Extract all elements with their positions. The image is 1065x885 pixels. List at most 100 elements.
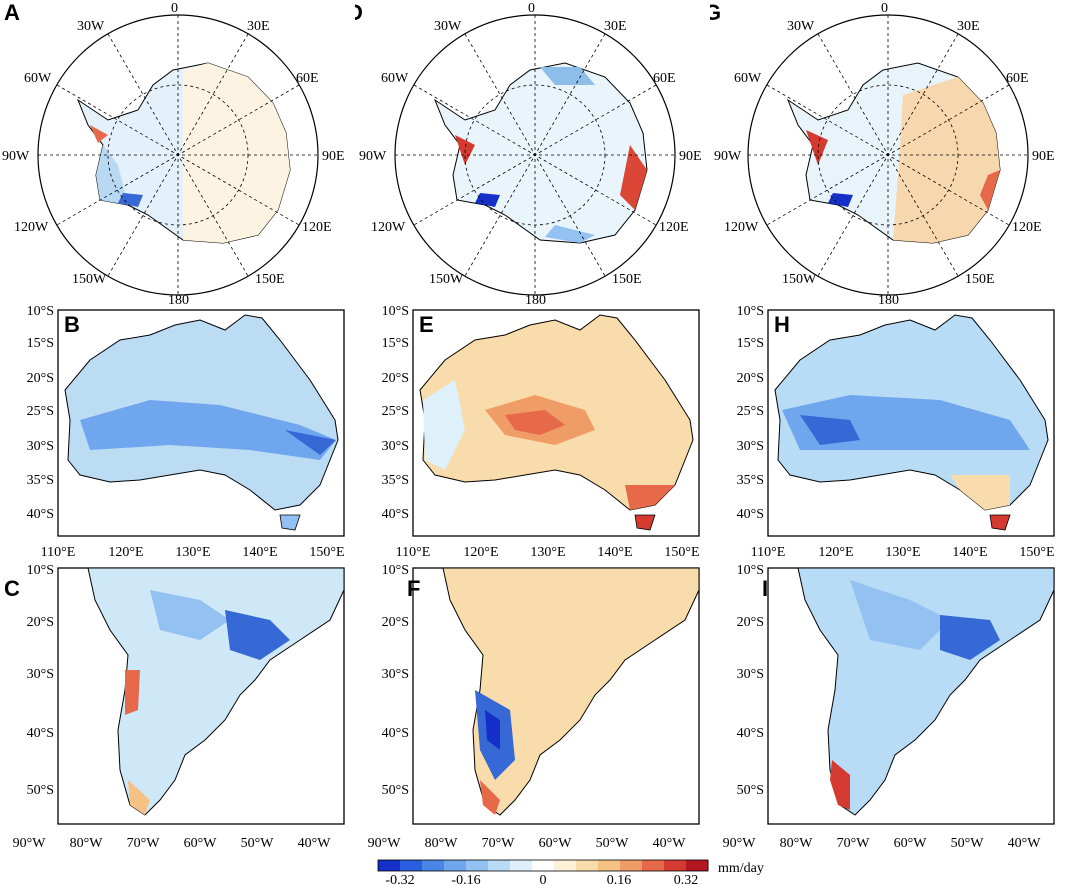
colorbar-swatch	[378, 860, 401, 871]
colorbar-swatch	[598, 860, 621, 871]
svg-text:150E: 150E	[612, 272, 642, 287]
panel-label-e: E	[419, 312, 434, 337]
polar-map-g: G 0 30E 60E 90E 120E 150E 180 150W 120W …	[710, 0, 1055, 305]
svg-text:10°S: 10°S	[737, 304, 764, 319]
svg-text:90E: 90E	[1032, 149, 1055, 164]
svg-text:30W: 30W	[77, 19, 105, 34]
colorbar-swatch	[444, 860, 467, 871]
colorbar-swatch	[664, 860, 687, 871]
svg-text:25°S: 25°S	[737, 404, 764, 419]
australia-map-e: E 10°S 15°S 20°S 25°S 30°S 35°S 40°S 110…	[382, 304, 700, 560]
svg-text:15°S: 15°S	[382, 336, 409, 351]
svg-text:150°E: 150°E	[309, 545, 344, 560]
svg-text:140°E: 140°E	[597, 545, 632, 560]
svg-text:25°S: 25°S	[27, 404, 54, 419]
svg-text:20°S: 20°S	[737, 615, 764, 630]
svg-text:150E: 150E	[255, 272, 285, 287]
colorbar-swatch	[488, 860, 511, 871]
svg-text:90W: 90W	[359, 149, 387, 164]
svg-text:0.32: 0.32	[674, 873, 699, 885]
svg-text:110°E: 110°E	[751, 545, 786, 560]
svg-text:90E: 90E	[679, 149, 702, 164]
colorbar-unit: mm/day	[718, 861, 764, 876]
svg-text:30E: 30E	[604, 19, 627, 34]
svg-text:50°S: 50°S	[382, 783, 409, 798]
australia-map-h: H 10°S 15°S 20°S 25°S 30°S 35°S 40°S 110…	[737, 304, 1055, 560]
svg-text:70°W: 70°W	[482, 836, 516, 851]
svg-text:20°S: 20°S	[737, 371, 764, 386]
svg-text:30°S: 30°S	[382, 667, 409, 682]
svg-text:50°S: 50°S	[737, 783, 764, 798]
svg-text:120°E: 120°E	[108, 545, 143, 560]
panel-label-d: D	[355, 0, 363, 25]
svg-text:130°E: 130°E	[530, 545, 565, 560]
svg-text:15°S: 15°S	[737, 336, 764, 351]
colorbar-swatch	[422, 860, 445, 871]
svg-text:50°W: 50°W	[241, 836, 275, 851]
svg-text:10°S: 10°S	[27, 563, 54, 578]
colorbar-swatch	[510, 860, 533, 871]
svg-text:30°S: 30°S	[382, 439, 409, 454]
svg-text:35°S: 35°S	[27, 473, 54, 488]
colorbar-swatch	[686, 860, 709, 871]
svg-text:60°W: 60°W	[539, 836, 573, 851]
svg-text:130°E: 130°E	[885, 545, 920, 560]
svg-text:90°W: 90°W	[368, 836, 402, 851]
svg-text:70°W: 70°W	[837, 836, 871, 851]
svg-text:40°S: 40°S	[27, 726, 54, 741]
svg-text:40°W: 40°W	[1008, 836, 1042, 851]
svg-text:90°W: 90°W	[723, 836, 757, 851]
svg-text:30E: 30E	[247, 19, 270, 34]
colorbar: -0.32 -0.16 0 0.16 0.32 mm/day	[377, 859, 764, 885]
svg-text:40°S: 40°S	[737, 726, 764, 741]
svg-text:120E: 120E	[302, 220, 332, 235]
svg-text:120°E: 120°E	[463, 545, 498, 560]
svg-text:-0.32: -0.32	[385, 873, 414, 885]
colorbar-swatch	[532, 860, 555, 871]
svg-text:40°W: 40°W	[298, 836, 332, 851]
panel-label-i: I	[762, 576, 768, 601]
svg-text:30°S: 30°S	[27, 667, 54, 682]
svg-text:30°S: 30°S	[737, 439, 764, 454]
panel-label-f: F	[407, 576, 420, 601]
svg-text:110°E: 110°E	[41, 545, 76, 560]
svg-text:180: 180	[878, 293, 899, 305]
svg-text:150°E: 150°E	[1019, 545, 1054, 560]
svg-text:30°S: 30°S	[27, 439, 54, 454]
svg-text:90°W: 90°W	[13, 836, 47, 851]
svg-text:60W: 60W	[734, 71, 762, 86]
polar-map-a: A 0 30E 60E 90E 120E 150E 180 150W 120W …	[2, 0, 345, 305]
svg-text:25°S: 25°S	[382, 404, 409, 419]
panel-label-c: C	[4, 576, 20, 601]
colorbar-swatch	[466, 860, 489, 871]
svg-text:0.16: 0.16	[607, 873, 632, 885]
svg-text:120W: 120W	[14, 220, 49, 235]
svg-text:120°E: 120°E	[818, 545, 853, 560]
svg-text:60E: 60E	[1006, 71, 1029, 86]
svg-text:180: 180	[525, 293, 546, 305]
svg-text:120W: 120W	[371, 220, 406, 235]
svg-text:150E: 150E	[965, 272, 995, 287]
panel-label-a: A	[4, 0, 20, 25]
colorbar-swatch	[642, 860, 665, 871]
svg-text:120W: 120W	[724, 220, 759, 235]
svg-text:15°S: 15°S	[27, 336, 54, 351]
svg-text:10°S: 10°S	[382, 304, 409, 319]
svg-text:90E: 90E	[322, 149, 345, 164]
svg-text:150W: 150W	[72, 272, 107, 287]
svg-text:130°E: 130°E	[175, 545, 210, 560]
colorbar-swatch	[576, 860, 599, 871]
svg-text:80°W: 80°W	[70, 836, 104, 851]
panel-label-g: G	[710, 0, 721, 25]
south-america-map-i: I 10°S 20°S 30°S 40°S 50°S 90°W 80°W 70°…	[723, 563, 1055, 851]
colorbar-swatch	[400, 860, 423, 871]
svg-text:150W: 150W	[782, 272, 817, 287]
svg-text:10°S: 10°S	[27, 304, 54, 319]
svg-text:35°S: 35°S	[737, 473, 764, 488]
svg-text:60W: 60W	[24, 71, 52, 86]
svg-text:0: 0	[171, 1, 178, 16]
polar-map-d: D 0 30E 60E 90E 120E 150E 180 150W 120W …	[355, 0, 702, 305]
svg-text:10°S: 10°S	[382, 563, 409, 578]
svg-text:20°S: 20°S	[27, 615, 54, 630]
svg-text:30°S: 30°S	[737, 667, 764, 682]
